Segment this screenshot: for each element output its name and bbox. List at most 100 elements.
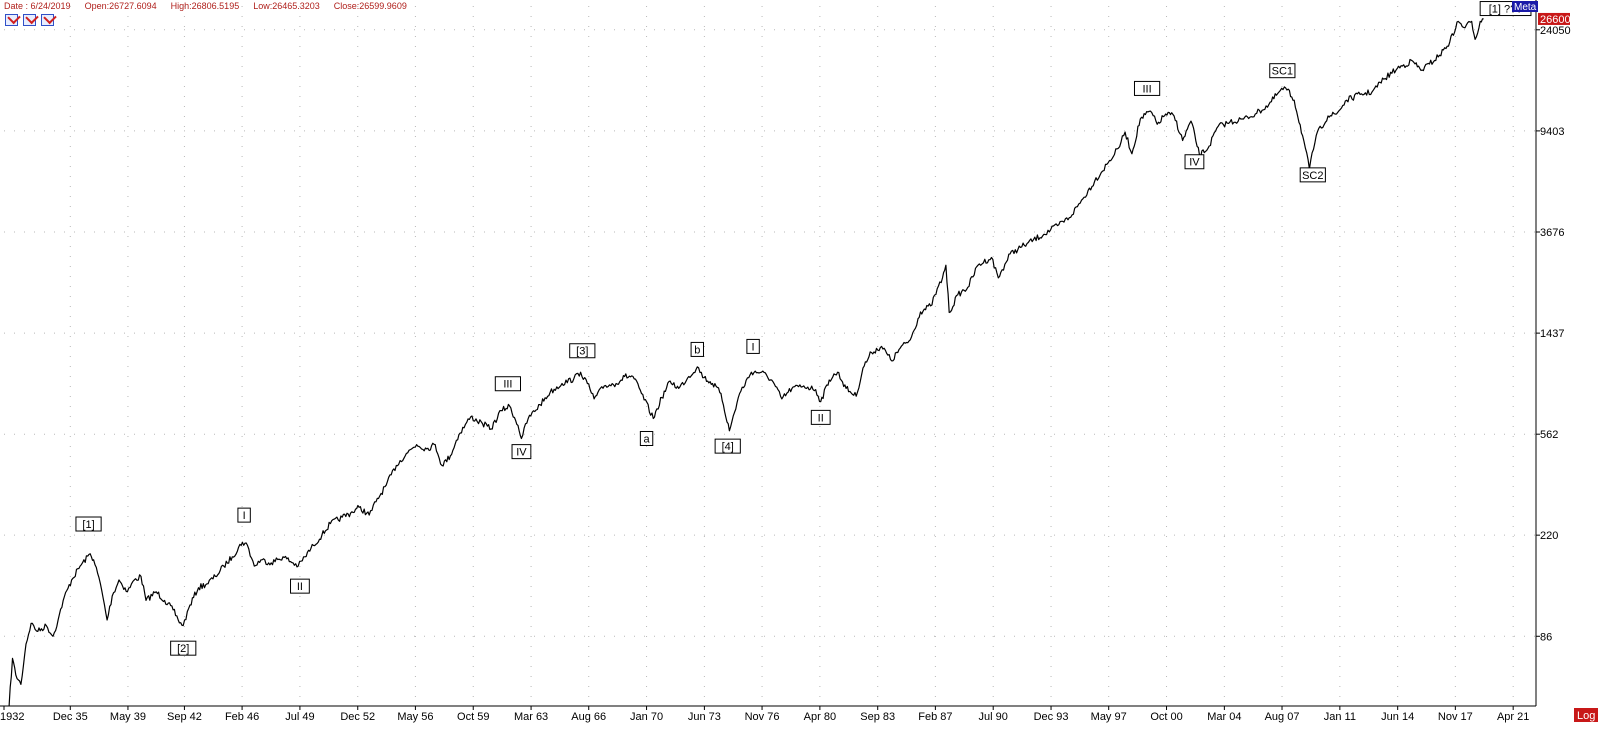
wave-label-box xyxy=(494,376,522,392)
wave-label: I xyxy=(746,338,760,354)
wave-label: a xyxy=(639,430,654,446)
wave-label: III xyxy=(494,376,522,392)
symbol-badge-text: Meta xyxy=(1514,2,1537,13)
wave-label-box xyxy=(569,343,596,359)
scale-badge-text: Log xyxy=(1577,710,1595,722)
wave-label-text: IV xyxy=(516,447,527,459)
price-tick-label: 3676 xyxy=(1540,227,1564,239)
wave-label-box xyxy=(690,341,704,357)
time-tick-label: Feb 46 xyxy=(225,711,259,723)
time-tick-label: Jun 73 xyxy=(688,711,721,723)
price-tick-label: 562 xyxy=(1540,429,1558,441)
low-label: Low:26465.3203 xyxy=(253,1,320,11)
wave-label: [2] xyxy=(170,640,197,656)
wave-label: IV xyxy=(1184,154,1205,170)
wave-label: [1] xyxy=(75,516,102,532)
time-tick-label: Dec 35 xyxy=(53,711,88,723)
wave-label-text: III xyxy=(1142,83,1151,95)
wave-label-box xyxy=(810,409,831,425)
wave-label-box xyxy=(170,640,197,656)
chart-tool-icon[interactable] xyxy=(22,10,39,26)
scale-badge xyxy=(1574,708,1598,722)
wave-label-box xyxy=(1269,63,1296,79)
wave-label-text: I xyxy=(243,510,246,522)
time-tick-label: Nov 76 xyxy=(745,711,780,723)
wave-label-box xyxy=(746,338,760,354)
wave-label: b xyxy=(690,341,704,357)
time-tick-label: 1932 xyxy=(0,711,24,723)
wave-label-text: I xyxy=(752,341,755,353)
wave-label: [4] xyxy=(714,438,741,454)
wave-label-text: [4] xyxy=(722,441,734,453)
wave-label: [3] xyxy=(569,343,596,359)
wave-label-text: SC2 xyxy=(1302,170,1323,182)
time-tick-label: Jan 70 xyxy=(630,711,663,723)
wave-label-text: II xyxy=(297,581,303,593)
chart-tool-icon[interactable] xyxy=(40,10,57,26)
time-tick-label: Sep 83 xyxy=(860,711,895,723)
time-tick-label: Jul 49 xyxy=(285,711,314,723)
time-tick-label: Sep 42 xyxy=(167,711,202,723)
wave-label: SC2 xyxy=(1299,167,1326,183)
close-label: Close:26599.9609 xyxy=(333,1,407,11)
time-tick-label: Aug 66 xyxy=(571,711,606,723)
wave-label-box xyxy=(290,578,310,594)
chart-tool-icon[interactable] xyxy=(4,10,21,26)
wave-label-text: b xyxy=(694,344,700,356)
time-tick-label: Apr 21 xyxy=(1497,711,1529,723)
time-tick-label: Jan 11 xyxy=(1324,711,1356,723)
price-tick-label: 86 xyxy=(1540,631,1552,643)
time-tick-label: Jul 90 xyxy=(979,711,1008,723)
wave-label-box xyxy=(714,438,741,454)
price-tick-label: 220 xyxy=(1540,530,1558,542)
wave-label-text: [1] xyxy=(82,519,94,531)
wave-label-text: a xyxy=(643,433,650,445)
wave-label-text: [3] xyxy=(576,346,588,358)
wave-label: II xyxy=(810,409,831,425)
chart-toolbar xyxy=(4,10,57,26)
wave-label-text: [2] xyxy=(177,643,189,655)
wave-label-box xyxy=(1133,80,1161,96)
wave-label-text: II xyxy=(818,412,824,424)
wave-label-text: SC1 xyxy=(1272,66,1293,78)
symbol-badge xyxy=(1512,1,1538,12)
wave-label: IV xyxy=(511,444,532,460)
date-label: Date : 6/24/2019 xyxy=(4,1,71,11)
time-tick-label: Oct 00 xyxy=(1150,711,1182,723)
high-label: High:26806.5195 xyxy=(170,1,240,11)
wave-label-box xyxy=(237,507,251,523)
price-tick-label: 1437 xyxy=(1540,328,1564,340)
wave-label-text: IV xyxy=(1189,157,1200,169)
wave-label-box xyxy=(639,430,654,446)
time-tick-label: Aug 07 xyxy=(1265,711,1300,723)
wave-label-box xyxy=(511,444,532,460)
time-tick-label: May 97 xyxy=(1091,711,1127,723)
wave-label-text: III xyxy=(503,379,512,391)
open-label: Open:26727.6094 xyxy=(84,1,157,11)
time-tick-label: Apr 80 xyxy=(804,711,836,723)
wave-label: SC1 xyxy=(1269,63,1296,79)
time-tick-label: Mar 63 xyxy=(514,711,548,723)
wave-label-box xyxy=(75,516,102,532)
time-tick-label: May 56 xyxy=(397,711,433,723)
price-tick-label: 9403 xyxy=(1540,126,1564,138)
time-tick-label: Dec 93 xyxy=(1034,711,1069,723)
time-tick-label: Nov 17 xyxy=(1438,711,1473,723)
wave-label: II xyxy=(290,578,310,594)
time-tick-label: Jun 14 xyxy=(1381,711,1414,723)
time-tick-label: May 39 xyxy=(110,711,146,723)
last-price-badge xyxy=(1538,12,1570,25)
ohlc-header: Date : 6/24/2019 Open:26727.6094 High:2680… xyxy=(4,1,421,11)
wave-label: III xyxy=(1133,80,1161,96)
last-price-badge-text: 26600 xyxy=(1540,14,1571,26)
wave-label-box xyxy=(1184,154,1205,170)
time-tick-label: Dec 52 xyxy=(340,711,375,723)
wave-label: I xyxy=(237,507,251,523)
price-series-line xyxy=(8,18,1484,707)
price-tick-label: 24050 xyxy=(1540,25,1571,37)
time-tick-label: Mar 04 xyxy=(1207,711,1241,723)
wave-label-box xyxy=(1299,167,1326,183)
time-tick-label: Feb 87 xyxy=(918,711,952,723)
